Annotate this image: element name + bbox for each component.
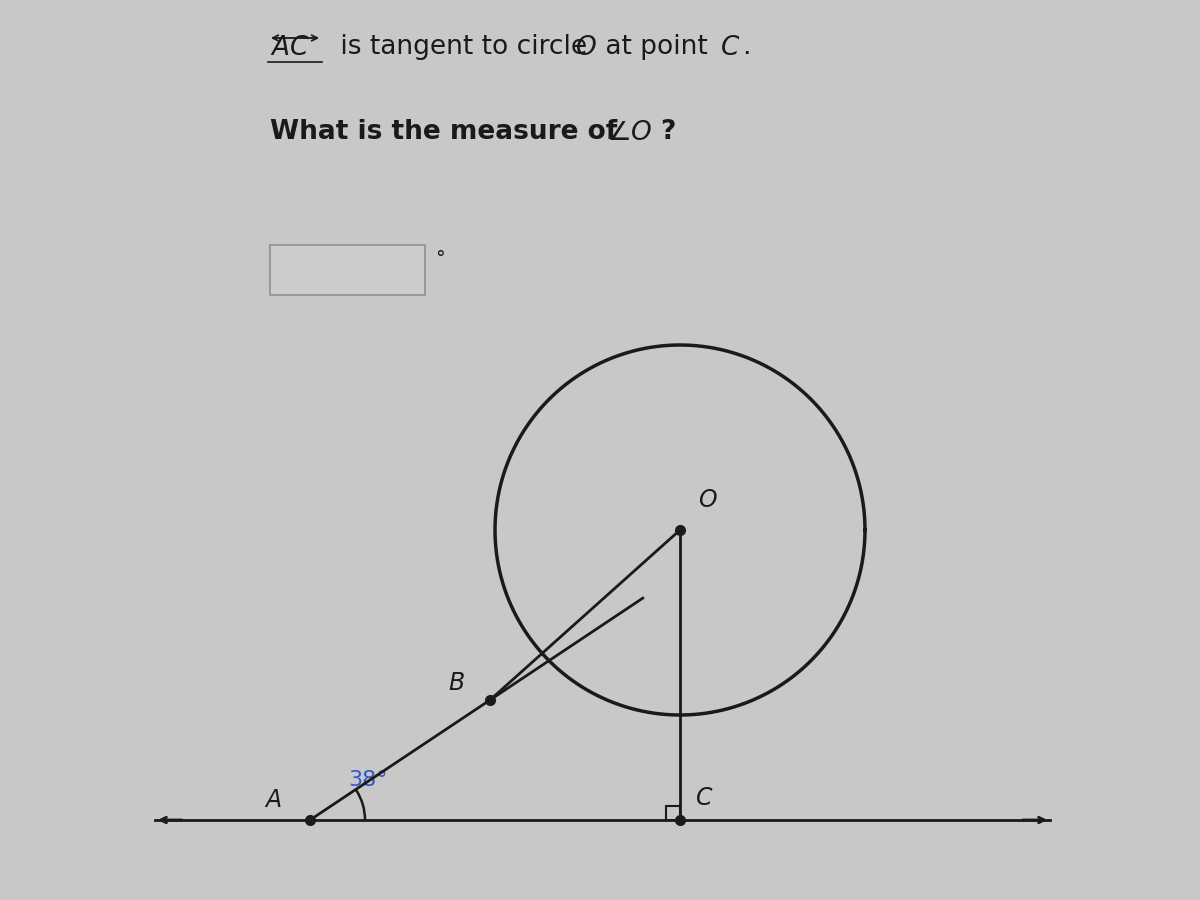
Text: is tangent to circle: is tangent to circle [332, 34, 595, 60]
Text: $O$: $O$ [698, 489, 718, 512]
Text: $C$: $C$ [720, 35, 740, 60]
Text: 38°: 38° [348, 770, 388, 790]
Text: $B$: $B$ [449, 672, 466, 695]
Text: .: . [742, 34, 750, 60]
Text: °: ° [436, 248, 445, 267]
Text: What is the measure of: What is the measure of [270, 119, 626, 145]
Text: $C$: $C$ [695, 787, 714, 810]
Text: $\angle O$: $\angle O$ [607, 120, 653, 145]
Bar [666, 806, 680, 820]
Text: at point: at point [598, 34, 716, 60]
Text: $A$: $A$ [264, 789, 282, 812]
Text: $O$: $O$ [575, 35, 596, 60]
FancyBboxPatch shape [270, 245, 425, 295]
Text: $AC$: $AC$ [270, 35, 310, 60]
Text: ?: ? [660, 119, 676, 145]
